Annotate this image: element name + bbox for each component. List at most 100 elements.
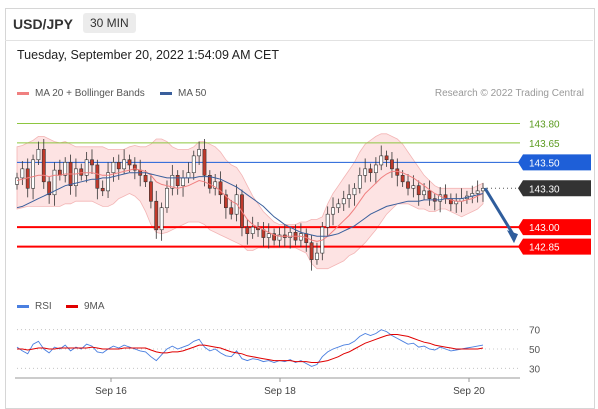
candle-body [229,207,234,215]
chart-header: USD/JPY 30 MIN [5,8,593,41]
legend-ma50-label: MA 50 [178,88,207,99]
candle-body [186,172,191,179]
interval-badge[interactable]: 30 MIN [83,13,136,33]
forecast-arrow-head [507,230,518,244]
candle-body [15,177,19,185]
candle-body [223,194,228,209]
candle-body [132,164,137,171]
x-tick-label-2: Sep 20 [453,386,485,397]
candle-body [352,187,357,196]
candle-body [122,159,127,170]
candle-body [266,233,271,238]
candle-body [288,232,293,238]
candle-body [127,159,132,166]
legend-ma20-label: MA 20 + Bollinger Bands [35,88,145,99]
candle-body [363,168,368,176]
rsi-tick-label-30: 30 [529,364,541,375]
level-tag-3 [518,180,591,197]
candle-body [213,181,218,189]
candle-body [245,226,250,234]
legend-ma9-label: 9MA [84,301,105,312]
candle-body [31,159,35,189]
candle-body [368,168,373,174]
candle-body [90,159,94,166]
legend-rsi: RSI [17,301,52,312]
candle-body [416,185,421,196]
candle-body [159,207,164,231]
candle-body [74,168,78,186]
candle-body [400,175,405,183]
candle-body [181,177,185,186]
level-label-4: 143.00 [529,223,560,234]
candle-body [406,181,410,189]
candle-body [347,194,351,199]
ma9-swatch [66,305,78,308]
candle-body [336,203,341,209]
candle-body [63,162,68,176]
candle-body [191,155,196,174]
candle-body [154,200,159,231]
credit-text: Research © 2022 Trading Central [434,88,584,99]
candle-body [47,181,52,196]
candle-body [197,149,202,157]
candle-body [315,252,319,260]
candle-body [116,162,121,170]
candle-body [438,194,443,202]
candles-group [15,139,485,271]
candle-body [357,175,362,189]
rsi-tick-label-50: 50 [529,345,541,356]
candle-body [384,155,389,161]
candle-body [309,242,314,260]
candle-body [84,159,89,176]
candle-body [422,190,426,196]
legend-ma20-bollinger: MA 20 + Bollinger Bands [17,88,145,99]
ma20-line [16,168,484,242]
rsi-tick-label-70: 70 [529,326,541,337]
legend-ma9: 9MA [66,301,105,312]
candle-body [261,229,266,238]
chart-timestamp: Tuesday, September 20, 2022 1:54:09 AM C… [17,48,279,62]
level-label-1: 143.65 [529,139,560,150]
candle-body [277,234,282,241]
candle-body [250,226,255,234]
level-label-3: 143.30 [529,184,560,195]
candle-body [149,181,153,202]
candle-body [325,213,330,228]
legend-rsi-label: RSI [35,301,52,312]
candle-body [272,233,277,241]
candle-body [373,164,378,174]
candle-body [427,190,432,199]
candle-body [100,187,105,192]
rsi-ma9-line [17,334,484,363]
candle-body [52,169,57,196]
forecast-arrow-shaft [483,187,515,235]
x-tick-label-0: Sep 16 [95,386,127,397]
candle-body [390,159,394,170]
candle-body [341,198,346,205]
candle-body [170,175,175,189]
candle-body [41,149,46,183]
candle-body [20,168,25,179]
rsi-line [16,329,484,367]
ma50-line [16,172,484,237]
ma50-swatch [160,92,172,95]
candle-body [165,187,169,209]
candle-body [202,149,207,176]
candle-body [111,162,116,174]
candle-body [411,185,416,189]
ma20-swatch [17,92,29,95]
level-tag-2 [518,154,591,171]
candle-body [207,175,212,189]
level-tag-5 [518,238,591,255]
candle-body [79,168,84,176]
candle-body [475,190,480,194]
candle-body [106,172,110,192]
candle-body [36,149,41,161]
instrument-title: USD/JPY [13,16,73,32]
x-tick-label-1: Sep 18 [264,386,296,397]
level-label-0: 143.80 [529,119,560,130]
candle-body [218,181,223,196]
level-label-2: 143.50 [529,158,560,169]
candle-body [331,207,335,215]
